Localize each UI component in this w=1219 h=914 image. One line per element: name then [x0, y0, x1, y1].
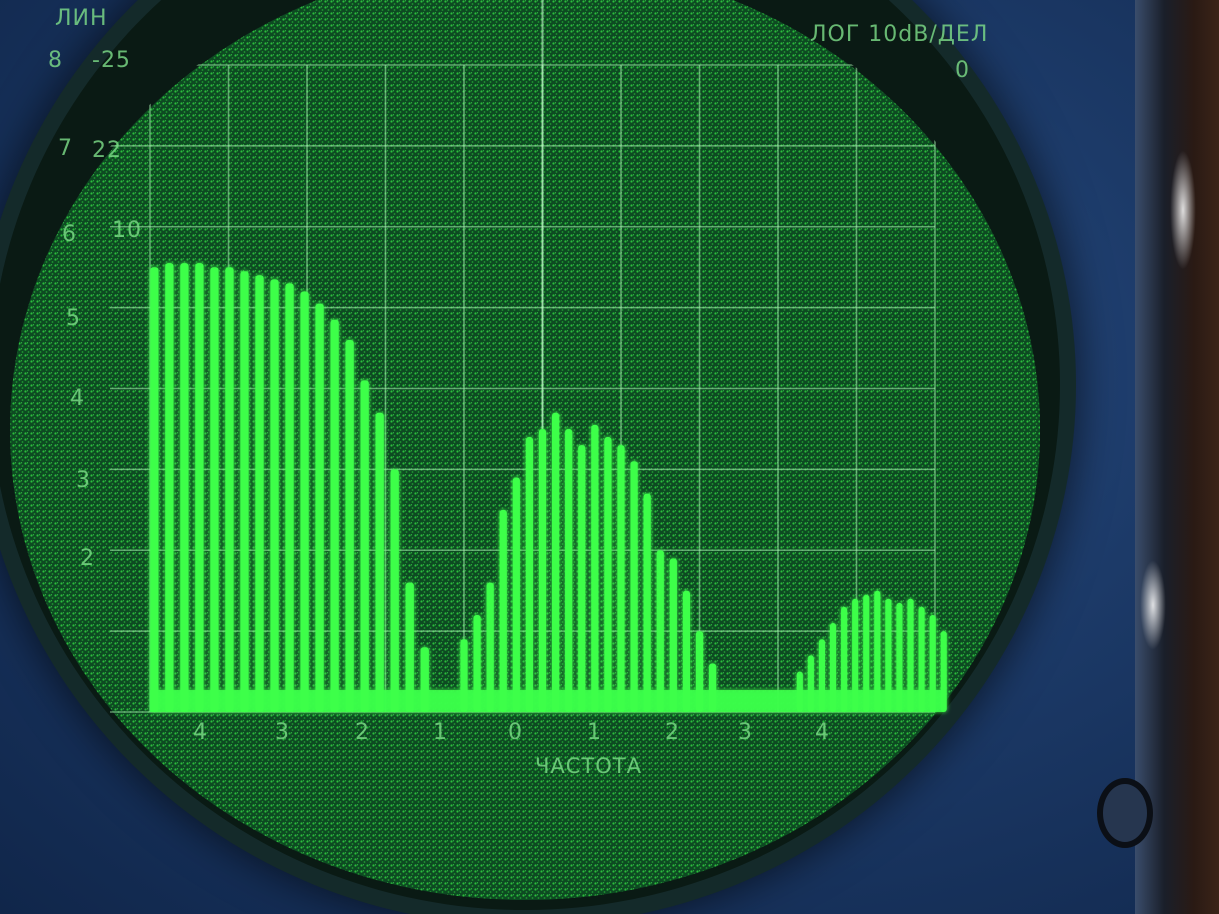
spectral-line [390, 469, 399, 712]
phosphor-field [10, 0, 1040, 900]
db-tick-22: 22 [92, 138, 122, 163]
control-knob[interactable] [1097, 778, 1153, 848]
spectral-line [285, 283, 294, 712]
x-tick-n2: 2 [355, 720, 370, 745]
spectral-line [565, 428, 573, 712]
spectral-line [551, 412, 560, 712]
spectral-line [330, 319, 339, 712]
spectral-line [630, 461, 638, 712]
x-tick-2: 2 [665, 720, 680, 745]
x-tick-1: 1 [587, 720, 602, 745]
db-tick-10: 10 [112, 218, 142, 243]
spectral-line [300, 291, 309, 712]
linear-tick-8: 8 [48, 48, 63, 73]
frame-glare-lower [1140, 560, 1166, 650]
frame-glare [1170, 150, 1196, 270]
spectral-line [210, 267, 219, 712]
spectral-line [807, 655, 814, 712]
spectral-line [885, 598, 892, 712]
spectral-line [643, 493, 651, 712]
spectral-line [270, 279, 279, 712]
spectral-line [420, 647, 429, 712]
spectral-line [180, 263, 189, 712]
spectral-line [512, 477, 520, 712]
spectral-line [918, 606, 925, 712]
spectral-line [578, 445, 586, 712]
spectral-line [708, 663, 717, 712]
spectral-line [315, 303, 324, 712]
x-tick-n1: 1 [433, 720, 448, 745]
spectral-line [796, 671, 803, 712]
spectral-line [874, 590, 881, 712]
spectral-line [604, 437, 612, 712]
spectral-line [499, 509, 507, 712]
spectral-line [907, 598, 914, 712]
spectral-line [345, 339, 354, 712]
spectral-line [591, 424, 599, 712]
linear-tick-6: 6 [62, 222, 77, 247]
spectral-line [460, 639, 468, 712]
instrument-frame [1135, 0, 1219, 914]
spectral-line [375, 412, 384, 712]
linear-tick-5: 5 [66, 306, 81, 331]
spectral-line [525, 437, 534, 712]
spectral-line [682, 590, 691, 712]
db-tick-25: -25 [92, 48, 131, 73]
spectral-line [165, 263, 174, 712]
spectral-line [150, 267, 159, 712]
spectral-line [940, 631, 947, 712]
spectral-line [255, 275, 264, 712]
scale-label: ЛОГ 10dB/ДЕЛ [810, 22, 989, 47]
x-tick-n4: 4 [193, 720, 208, 745]
x-tick-0: 0 [508, 720, 523, 745]
spectral-line [863, 594, 870, 712]
reference-zero-label: 0 [955, 58, 970, 83]
linear-tick-4: 4 [70, 386, 85, 411]
spectral-line [656, 550, 664, 712]
linear-tick-2: 2 [80, 546, 95, 571]
spectral-line [405, 582, 414, 712]
spectral-line [617, 445, 625, 712]
spectral-line [841, 606, 848, 712]
x-tick-4: 4 [815, 720, 830, 745]
spectral-line [929, 614, 936, 712]
spectral-line [360, 380, 369, 712]
spectral-line [225, 267, 234, 712]
spectral-line [195, 263, 204, 712]
spectral-line [818, 639, 825, 712]
spectral-line [852, 598, 859, 712]
spectral-line [538, 428, 547, 712]
spectral-line [240, 271, 249, 712]
spectral-line [695, 631, 704, 712]
spectral-line [486, 582, 494, 712]
x-tick-n3: 3 [275, 720, 290, 745]
spectral-line [896, 602, 903, 712]
spectral-line [669, 558, 677, 712]
x-tick-3: 3 [738, 720, 753, 745]
spectral-line [473, 614, 481, 712]
spectral-line [829, 623, 837, 712]
linear-tick-7: 7 [58, 136, 73, 161]
mode-label: ЛИН [55, 6, 108, 31]
frequency-axis-label: ЧАСТОТА [535, 754, 642, 778]
spectrum-trace [150, 263, 947, 712]
linear-tick-3: 3 [76, 468, 91, 493]
